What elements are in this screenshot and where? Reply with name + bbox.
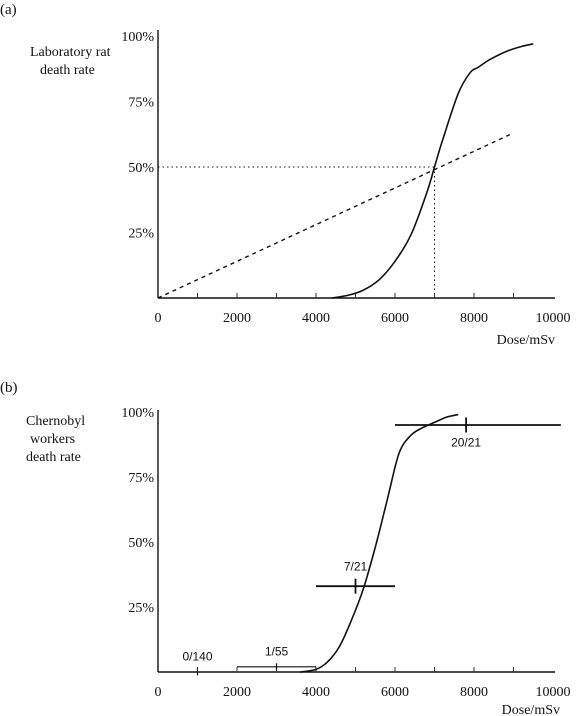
panel-b-label: (b) bbox=[0, 380, 18, 396]
b-x-tick-label: 10000 bbox=[536, 685, 571, 700]
panel-b: (b) Chernobyl workers death rate 25% 50% 7… bbox=[0, 380, 571, 716]
panel-a-sigmoid-curve bbox=[331, 43, 534, 299]
panel-a: (a) Laboratory rat death rate 25% 50% 75% 1… bbox=[0, 2, 571, 348]
a-y-tick-label: 100% bbox=[121, 30, 154, 45]
b-x-tick-label: 8000 bbox=[460, 685, 488, 700]
panel-b-data-label: 7/21 bbox=[344, 560, 368, 574]
panel-b-xlabel: Dose/mSv bbox=[502, 703, 560, 716]
a-x-tick-label: 10000 bbox=[536, 311, 571, 326]
panel-b-data-label: 20/21 bbox=[451, 436, 481, 450]
panel-b-data-label: 0/140 bbox=[182, 650, 212, 664]
b-y-tick-label: 50% bbox=[128, 536, 154, 551]
b-x-tick-label: 6000 bbox=[381, 685, 409, 700]
panel-b-data-label: 1/55 bbox=[265, 644, 289, 658]
a-y-tick-label: 25% bbox=[128, 227, 154, 242]
panel-a-ylabel-line1: Laboratory rat bbox=[30, 45, 111, 60]
a-x-tick-label: 4000 bbox=[302, 311, 330, 326]
b-y-tick-label: 75% bbox=[128, 471, 154, 486]
b-x-tick-label: 0 bbox=[155, 685, 162, 700]
b-x-tick-label: 2000 bbox=[223, 685, 251, 700]
panel-a-xlabel: Dose/mSv bbox=[497, 333, 555, 348]
panel-b-ylabel-line3: death rate bbox=[26, 450, 81, 465]
a-x-tick-label: 8000 bbox=[460, 311, 488, 326]
a-x-tick-label: 6000 bbox=[381, 311, 409, 326]
panel-b-ylabel-line2: workers bbox=[30, 432, 75, 447]
panel-a-ylabel-line2: death rate bbox=[40, 63, 95, 78]
b-y-tick-label: 100% bbox=[121, 406, 154, 421]
b-x-tick-label: 4000 bbox=[302, 685, 330, 700]
panel-b-ylabel-line1: Chernobyl bbox=[26, 414, 85, 429]
a-y-tick-label: 75% bbox=[128, 96, 154, 111]
a-y-tick-label: 50% bbox=[128, 161, 154, 176]
panel-a-dashed-line bbox=[157, 132, 514, 299]
panel-b-sigmoid-curve bbox=[300, 413, 459, 673]
a-x-tick-label: 2000 bbox=[223, 311, 251, 326]
b-y-tick-label: 25% bbox=[128, 601, 154, 616]
a-x-tick-label: 0 bbox=[155, 311, 162, 326]
panel-a-label: (a) bbox=[0, 2, 17, 18]
